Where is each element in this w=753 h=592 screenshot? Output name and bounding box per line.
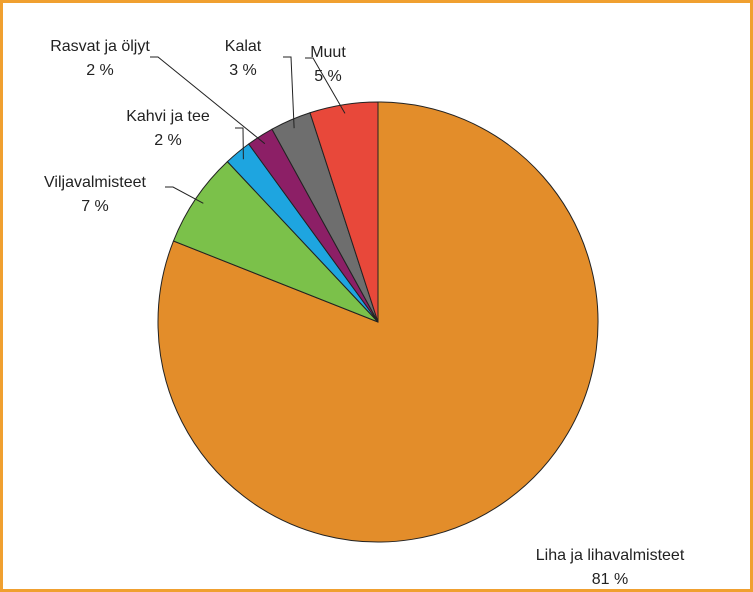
slice-value-label: 81 % [592, 571, 628, 588]
leader-line [283, 56, 295, 129]
slice-label: Viljavalmisteet [44, 174, 147, 191]
slice-value-label: 7 % [81, 198, 109, 215]
slice-label: Kahvi ja tee [126, 108, 210, 125]
leader-line [150, 56, 266, 145]
slice-value-label: 2 % [86, 62, 114, 79]
slice-label: Rasvat ja öljyt [50, 38, 150, 55]
slice-value-label: 3 % [229, 62, 257, 79]
pie-slice [309, 101, 379, 323]
slice-value-label: 5 % [314, 68, 342, 85]
leader-line [305, 57, 346, 114]
leader-line [165, 186, 204, 204]
leader-line [235, 127, 244, 160]
slice-value-label: 2 % [154, 132, 182, 149]
slice-label: Kalat [225, 38, 262, 55]
slice-label: Muut [310, 44, 346, 61]
slice-label: Liha ja lihavalmisteet [536, 547, 685, 564]
